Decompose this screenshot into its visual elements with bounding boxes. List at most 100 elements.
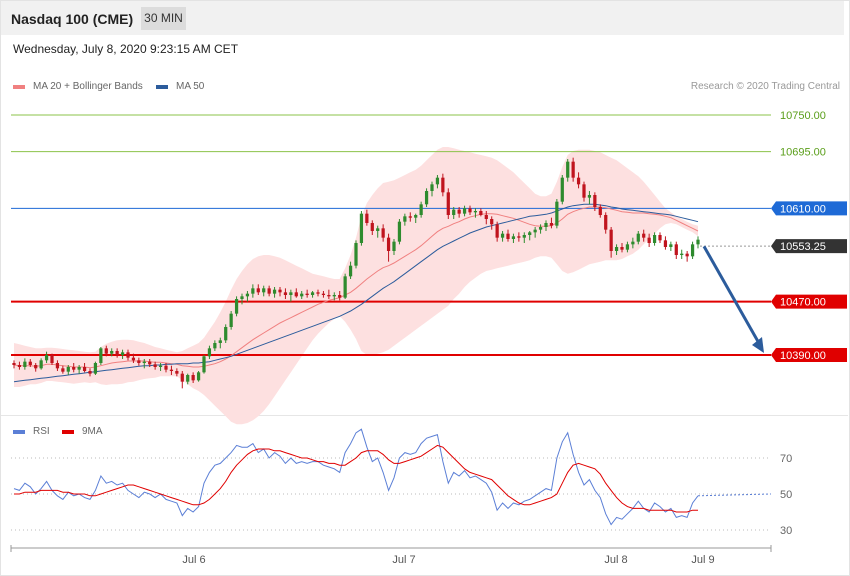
level-label-10695.00: 10695.00 [780,147,826,159]
rsi-tick-50: 50 [780,489,792,501]
candle-body [278,289,282,293]
candle-body [229,313,233,327]
candle-body [164,365,168,370]
candle-body [289,292,293,295]
candle-body [452,209,456,215]
rsi-swatch [13,429,25,434]
candle-body [511,236,516,239]
legend-9ma: 9MA [62,426,103,437]
candle-body [365,213,369,223]
candle-body [506,233,510,239]
ma20-line [13,206,699,369]
bollinger-band [14,147,698,425]
level-label-10470.00: 10470.00 [780,297,826,309]
candle-body [582,184,586,198]
forecast-arrow-head [752,337,764,353]
candle-body [549,223,554,226]
candle-body [61,368,65,372]
candle-body [625,244,630,250]
candle-body [72,367,76,370]
instrument-title: Nasdaq 100 (CME) [11,11,134,27]
candle-body [614,247,619,251]
candle-body [652,235,657,243]
candle-body [55,363,60,369]
candle-body [435,177,440,185]
candle-body [245,293,250,297]
legend-ma50: MA 50 [156,81,204,92]
candle-body [272,289,277,294]
candle-body [495,224,499,238]
candle-body [191,375,195,381]
timestamp: Wednesday, July 8, 2020 9:23:15 AM CET [13,42,239,56]
candle-body [414,215,418,218]
candle-body [28,361,32,365]
candle-body [370,223,374,231]
9ma-swatch [62,429,74,434]
candle-body [609,229,613,251]
candle-body [620,247,624,250]
rsi-9ma-line [14,444,698,513]
candle-body [419,204,423,215]
candle-body [560,177,564,202]
candle-body [120,352,125,355]
candle-body [77,367,81,370]
candle-body [34,365,38,369]
level-label-10390.00: 10390.00 [780,350,826,362]
legend-9ma-label: 9MA [82,426,103,437]
candle-body [598,207,602,215]
candle-body [403,216,407,222]
candle-body [555,201,559,226]
candle-body [663,240,668,247]
candle-body [202,356,206,373]
x-tick-label: Jul 8 [604,554,627,566]
candle-body [262,288,266,293]
candle-body [604,215,608,230]
legend-rsi: RSI [13,426,50,437]
candle-body [137,360,141,363]
candle-body [430,184,434,191]
candle-body [468,208,472,213]
candle-body [424,191,429,205]
candle-body [99,348,103,363]
candle-body [88,371,92,374]
candle-body [321,293,326,295]
candle-body [642,233,646,238]
candle-body [180,373,184,382]
candle-body [153,364,157,367]
candle-body [131,357,136,361]
candle-body [490,219,494,225]
candle-body [12,363,16,365]
rsi-projection [697,493,772,497]
candle-body [283,292,288,295]
price-tag-10553.25 [771,239,847,254]
candle-body [522,235,526,238]
candle-body [571,161,575,178]
candle-body [148,361,152,365]
candle-body [234,299,239,314]
candle-body [587,195,592,198]
candle-body [669,244,673,247]
price-tag-10610.00 [771,201,847,216]
candle-body [348,265,353,277]
price-tag-10390.00 [771,348,847,362]
candle-body [685,253,689,257]
rsi-tick-30: 30 [780,525,792,537]
credit-text: Research © 2020 Trading Central [690,81,840,92]
candle-body [593,195,597,207]
candle-body [658,235,662,241]
ma50-swatch [156,84,168,89]
candle-body [126,352,130,358]
level-label-10553.25: 10553.25 [780,241,826,253]
timeframe-button[interactable]: 30 MIN [141,7,186,30]
rsi-line [13,428,699,526]
legend-ma20: MA 20 + Bollinger Bands [13,81,143,92]
candle-body [473,211,478,213]
candle-body [169,369,174,371]
candle-body [175,371,179,374]
candle-body [240,296,244,299]
candle-body [39,360,43,369]
candle-body [267,288,271,294]
price-tag-10470.00 [771,294,847,309]
legend-rsi-label: RSI [33,426,50,437]
